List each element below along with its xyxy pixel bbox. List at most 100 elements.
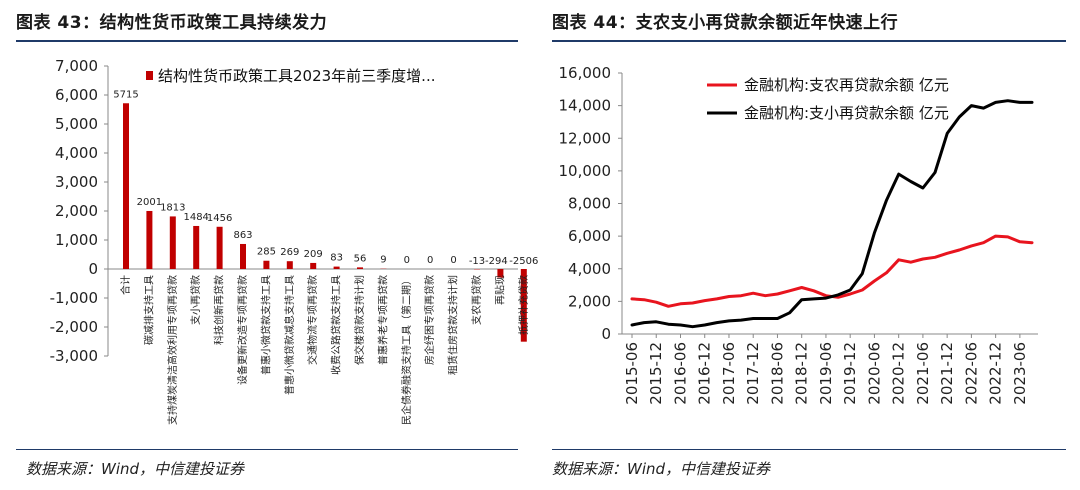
bar-y-tick-label: -1,000 [50,289,98,307]
left-chart-title: 图表 43：结构性货币政策工具持续发力 [16,13,328,33]
bar-16 [497,269,504,278]
line-y-tick-label: 6,000 [568,227,611,245]
bar-category-label: 租赁住房贷款支持计划 [447,275,460,375]
bar-17 [520,269,527,342]
bar-value-label: -294 [485,256,508,267]
bar-7 [286,261,293,269]
line-y-tick-label: 0 [601,325,611,343]
line-y-tick-label: 12,000 [559,129,612,147]
line-x-tick-label: 2020-12 [890,342,908,405]
right-bottom-rule [552,449,1066,450]
bar-legend-label: 结构性货币政策工具2023年前三季度增... [158,67,435,85]
line-y-tick-label: 14,000 [559,97,612,115]
bar-8 [310,262,317,269]
line-y-tick-label: 4,000 [568,260,611,278]
right-chart-title: 图表 44：支农支小再贷款余额近年快速上行 [552,13,899,33]
line-x-tick-label: 2016-06 [671,342,689,405]
bar-y-tick-label: -3,000 [50,347,98,365]
bar-y-tick-label: 2,000 [55,202,98,220]
bar-value-label: 9 [380,255,386,266]
right-title-rule [552,40,1066,42]
line-y-tick-label: 8,000 [568,195,611,213]
bar-value-label: 83 [330,253,343,264]
bar-category-label: 支小再贷款 [189,275,202,325]
line-x-tick-label: 2019-12 [841,342,859,405]
line-x-tick-label: 2022-12 [987,342,1005,405]
bar-y-tick-label: 1,000 [55,231,98,249]
bar-4 [216,226,223,269]
left-source-note: 数据来源：Wind，中信建投证券 [26,460,245,478]
bar-category-label: 房企纾困专项再贷款 [423,275,436,365]
bar-value-label: 5715 [113,89,138,100]
bar-category-label: 交通物流专项再贷款 [306,275,319,365]
series-line-1 [630,99,1034,329]
bar-value-label: 56 [354,253,367,264]
bar-value-label: 285 [257,247,276,258]
line-x-tick-label: 2021-06 [914,342,932,405]
line-chart: 16,000 14,000 12,000 10,000 8,000 6,000 4,000 2… [559,64,1038,405]
line-x-tick-label: 2016-12 [696,342,714,405]
bar-6 [263,260,270,269]
line-x-tick-label: 2017-12 [744,342,762,405]
bar-value-label: 1813 [160,202,185,213]
bar-y-tick-label: 7,000 [55,57,98,75]
line-x-tick-label: 2019-06 [817,342,835,405]
bar-value-label: 863 [233,230,252,241]
bar-category-label: 普惠小微贷款支持工具 [259,275,272,375]
bar-category-label: 抵押补充贷款 [517,275,530,335]
bar-category-label: 支持煤炭清洁高效利用专项再贷款 [166,275,179,425]
bar-value-label: 2001 [137,197,162,208]
line-x-tick-label: 2023-06 [1011,342,1029,405]
bar-value-label: 209 [304,249,323,260]
bar-category-label: 收费公路贷款支持工具 [330,275,343,375]
bar-value-label: 1456 [207,213,232,224]
bar-category-label: 科技创新再贷款 [213,275,226,345]
bar-0 [123,103,129,269]
bar-category-label: 合计 [119,275,132,295]
line-x-tick-label: 2020-06 [865,342,883,405]
bar-9 [333,266,340,269]
bar-category-label: 普惠养老专项再贷款 [376,275,389,365]
line-x-tick-label: 2018-12 [793,342,811,405]
bar-chart: 7,000 6,000 5,000 4,000 3,000 2,000 1,000 0 -1,0… [50,57,539,425]
line-legend-label-0: 金融机构:支农再贷款余额 亿元 [744,76,949,94]
bar-legend-swatch [146,71,153,80]
line-x-tick-label: 2018-06 [768,342,786,405]
bar-value-label: 0 [450,255,456,266]
line-legend-label-1: 金融机构:支小再贷款余额 亿元 [744,104,949,122]
bar-5 [240,243,246,269]
bar-value-label: -2506 [509,256,538,267]
line-y-tick-label: 10,000 [559,162,612,180]
bar-10 [357,267,363,269]
line-x-tick-label: 2021-12 [938,342,956,405]
bar-y-tick-label: -2,000 [50,318,98,336]
line-y-tick-label: 2,000 [568,292,611,310]
bar-category-label: 碳减排支持工具 [142,275,155,345]
bar-y-tick-label: 4,000 [55,144,98,162]
bar-value-label: 1484 [183,212,208,223]
right-source-note: 数据来源：Wind，中信建投证券 [552,460,771,478]
bar-value-label: 0 [427,255,433,266]
bar-category-label: 支农再贷款 [470,275,483,325]
bar-value-label: -13 [469,256,485,267]
bar-3 [193,225,200,269]
bar-category-label: 再贴现 [493,275,506,305]
line-x-tick-label: 2022-06 [962,342,980,405]
bar-category-label: 民企债券融资支持工具（第二期） [400,275,413,425]
bar-y-tick-label: 0 [88,260,98,278]
bar-y-tick-label: 3,000 [55,173,98,191]
bar-y-tick-label: 5,000 [55,115,98,133]
bar-2 [169,216,176,269]
left-title-rule [16,40,518,42]
bar-category-label: 保交楼贷款支持计划 [353,275,366,365]
left-bottom-rule [16,449,518,450]
line-x-tick-label: 2015-12 [647,342,665,405]
bar-category-label: 设备更新改造专项再贷款 [236,275,249,385]
bar-value-label: 0 [404,255,410,266]
bar-value-label: 269 [280,247,299,258]
bar-1 [146,210,153,269]
line-x-tick-label: 2015-06 [623,342,641,405]
line-x-tick-label: 2017-06 [720,342,738,405]
bar-category-label: 普惠小微贷款减息支持工具 [283,275,296,395]
line-y-tick-label: 16,000 [559,64,612,82]
